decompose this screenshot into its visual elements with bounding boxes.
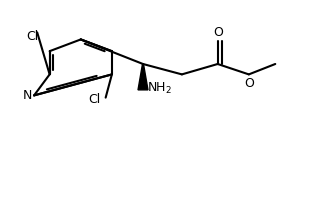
Text: O: O bbox=[245, 77, 254, 90]
Text: Cl: Cl bbox=[89, 93, 101, 106]
Text: N: N bbox=[23, 89, 32, 102]
Text: NH$_2$: NH$_2$ bbox=[147, 81, 172, 96]
Polygon shape bbox=[138, 64, 148, 90]
Text: Cl: Cl bbox=[26, 30, 39, 43]
Text: O: O bbox=[213, 26, 223, 39]
